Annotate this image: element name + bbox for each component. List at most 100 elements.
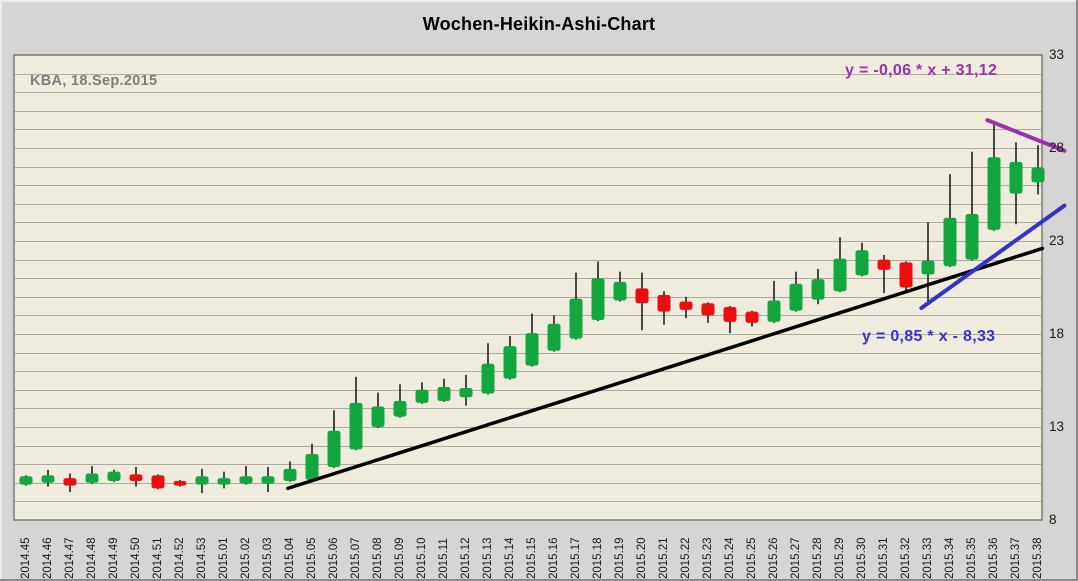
candle-body (701, 303, 715, 316)
candle-body (1031, 167, 1045, 183)
x-axis-label: 2015.06 (328, 537, 340, 579)
candle-body (723, 307, 737, 322)
candle-body (129, 474, 143, 481)
lower-trendline-equation: y = 0,85 * x - 8,33 (862, 328, 996, 345)
candle-body (943, 217, 957, 267)
candle-body (305, 453, 319, 481)
x-axis-label: 2015.02 (240, 537, 252, 579)
x-axis-label: 2014.50 (130, 537, 142, 579)
x-axis-label: 2014.53 (196, 537, 208, 579)
x-axis-label: 2015.14 (504, 537, 516, 579)
candle-body (679, 301, 693, 310)
y-axis-label: 18 (1049, 326, 1065, 341)
x-axis-label: 2015.15 (526, 537, 538, 579)
candle-body (525, 333, 539, 366)
y-axis-label: 23 (1049, 233, 1065, 248)
candle-body (151, 475, 165, 489)
plot-background (13, 54, 1043, 521)
candle-body (657, 294, 671, 312)
x-axis-label: 2015.11 (438, 538, 450, 579)
x-axis-label: 2015.37 (1010, 537, 1022, 579)
candle-body (591, 278, 605, 321)
candle-body (613, 281, 627, 301)
symbol-date-label: KBA, 18.Sep.2015 (30, 73, 158, 89)
candle-body (635, 288, 649, 304)
chart-title: Wochen-Heikin-Ashi-Chart (422, 14, 656, 34)
x-axis-label: 2014.47 (64, 537, 76, 579)
candle-body (349, 402, 363, 450)
candle-body (195, 476, 209, 485)
x-axis-label: 2015.33 (922, 537, 934, 579)
x-axis-label: 2015.05 (306, 537, 318, 579)
candle-body (855, 250, 869, 276)
x-axis-label: 2015.17 (570, 537, 582, 579)
candle-body (63, 478, 77, 486)
candle-body (107, 471, 121, 481)
x-axis-label: 2015.20 (636, 537, 648, 579)
x-axis-label: 2015.27 (790, 537, 802, 579)
x-axis-label: 2015.18 (592, 537, 604, 579)
x-axis-label: 2015.24 (724, 537, 736, 579)
y-axis-label: 33 (1049, 47, 1065, 62)
candle-body (85, 473, 99, 483)
candle-body (921, 260, 935, 275)
y-axis-label: 8 (1049, 512, 1057, 527)
candle-body (283, 468, 297, 481)
candle-body (459, 387, 473, 398)
x-axis-label: 2015.31 (878, 537, 890, 579)
upper-trendline-equation: y = -0,06 * x + 31,12 (845, 62, 998, 79)
x-axis-label: 2015.19 (614, 537, 626, 579)
candle-body (173, 480, 187, 486)
candle-body (437, 387, 451, 401)
support-line-black (286, 246, 1045, 491)
channel-line-blue (919, 203, 1067, 310)
candle-body (745, 311, 759, 323)
candle-body (217, 478, 231, 485)
x-axis-label: 2015.16 (548, 537, 560, 579)
candle-body (327, 430, 341, 467)
candle-body (767, 300, 781, 322)
x-axis-label: 2015.30 (856, 537, 868, 579)
candle-body (811, 279, 825, 300)
x-axis-label: 2014.52 (174, 537, 186, 579)
x-axis-label: 2015.28 (812, 537, 824, 579)
candle-body (833, 258, 847, 292)
candle-body (239, 476, 253, 484)
x-axis-label: 2015.34 (944, 537, 956, 579)
candle-body (877, 259, 891, 270)
x-axis-label: 2014.51 (152, 537, 164, 579)
candle-body (547, 323, 561, 351)
candle-body (965, 214, 979, 260)
candle-body (789, 283, 803, 311)
x-axis-label: 2015.08 (372, 537, 384, 579)
candle-body (393, 400, 407, 417)
x-axis-label: 2014.49 (108, 537, 120, 579)
candle-body (261, 476, 275, 484)
candle-body (987, 157, 1001, 230)
y-axis-label: 13 (1049, 419, 1065, 434)
x-axis-label: 2015.01 (218, 537, 230, 579)
x-axis-label: 2015.36 (988, 537, 1000, 579)
candle-body (415, 389, 429, 403)
x-axis-label: 2015.13 (482, 537, 494, 579)
resistance-line-purple (985, 118, 1067, 153)
x-axis-label: 2014.46 (42, 537, 54, 579)
candle-body (503, 346, 517, 379)
candle-body (1009, 161, 1023, 194)
x-axis-label: 2015.21 (658, 537, 670, 579)
x-axis-label: 2014.45 (20, 537, 32, 579)
x-axis-label: 2015.10 (416, 537, 428, 579)
x-axis-label: 2015.12 (460, 537, 472, 579)
x-axis-label: 2015.25 (746, 537, 758, 579)
candle-body (371, 406, 385, 427)
x-axis-label: 2015.03 (262, 537, 274, 579)
x-axis-label: 2015.22 (680, 537, 692, 579)
candle-body (569, 298, 583, 339)
x-axis-label: 2015.38 (1032, 537, 1044, 579)
candle-body (41, 475, 55, 483)
candle-body (899, 262, 913, 288)
x-axis-label: 2015.07 (350, 537, 362, 579)
x-axis-label: 2015.35 (966, 537, 978, 579)
